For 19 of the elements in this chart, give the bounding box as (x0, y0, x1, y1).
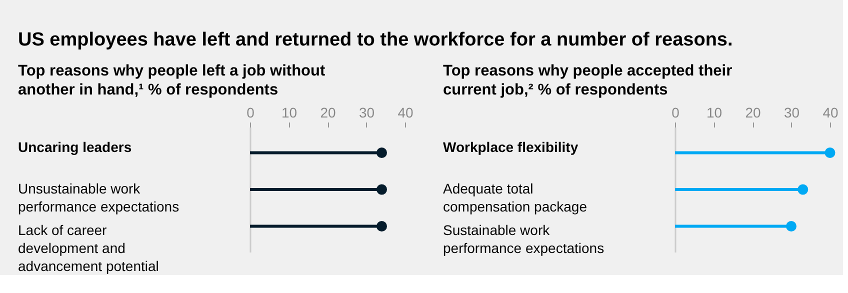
x-tick-label: 20 (745, 104, 761, 120)
x-tick-label: 30 (784, 104, 800, 120)
x-tick-label: 40 (398, 104, 414, 120)
chart-subtitle: Top reasons why people left a job without another in hand,¹ % of respondents (18, 62, 326, 98)
x-tick-label: 20 (320, 104, 336, 120)
y-tick-label: Sustainable work performance expectations (443, 222, 604, 256)
chart-subtitle: Top reasons why people accepted their current job,² % of respondents (443, 62, 732, 98)
y-tick-label: Adequate total compensation package (443, 180, 588, 214)
y-tick-label: Lack of career development and advancement potential (18, 222, 159, 274)
chart-title: US employees have left and returned to the workforce for a number of reasons. (18, 30, 733, 50)
x-tick-label: 10 (706, 104, 722, 120)
x-tick-label: 10 (281, 104, 298, 120)
x-tick-label: 40 (822, 104, 838, 120)
x-tick-label: 0 (672, 104, 680, 120)
y-tick-label: Workplace flexibility (443, 138, 578, 155)
x-tick-label: 30 (358, 104, 375, 120)
y-tick-label: Unsustainable work performance expectations (18, 180, 180, 214)
x-tick-label: 0 (246, 104, 255, 120)
y-tick-label: Uncaring leaders (18, 138, 132, 155)
